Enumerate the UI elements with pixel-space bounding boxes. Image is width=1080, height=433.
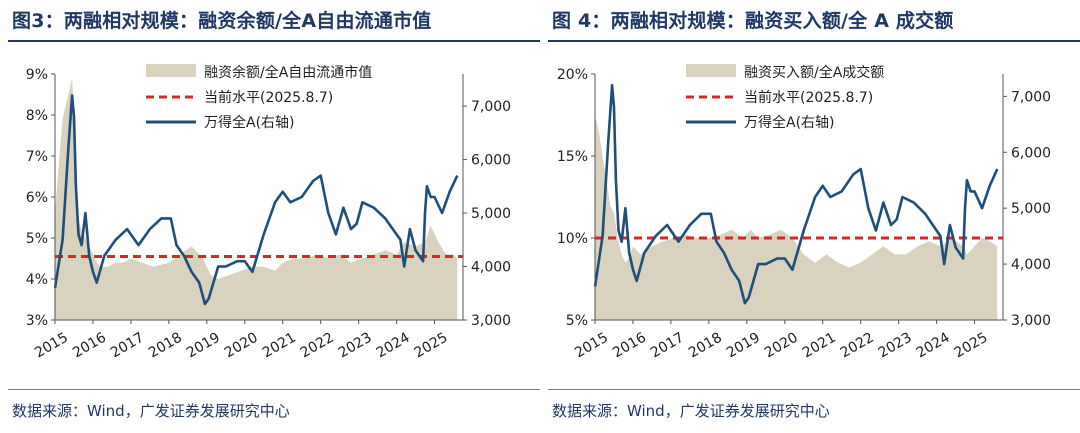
x-tick-label: 2025 — [952, 330, 991, 362]
x-tick-label: 2015 — [32, 330, 71, 362]
y-right-tick-label: 4,000 — [471, 260, 511, 276]
x-tick-label: 2020 — [762, 330, 801, 362]
y-left-tick-label: 15% — [557, 149, 588, 165]
title-divider — [8, 40, 540, 42]
x-tick-label: 2016 — [70, 330, 109, 362]
index-line-series — [53, 94, 459, 306]
y-right-tick-label: 5,000 — [1011, 201, 1051, 217]
x-tick-label: 2020 — [222, 330, 261, 362]
x-tick-label: 2017 — [648, 330, 687, 362]
x-tick-label: 2022 — [838, 330, 877, 362]
area-series — [55, 78, 458, 320]
x-tick-label: 2024 — [914, 330, 953, 362]
x-tick-label: 2025 — [412, 330, 451, 362]
x-tick-label: 2023 — [336, 330, 375, 362]
legend-label-ref: 当前水平(2025.8.7) — [204, 89, 333, 106]
y-left-tick-label: 10% — [557, 231, 588, 247]
x-tick-label: 2017 — [108, 330, 147, 362]
y-left-tick-label: 5% — [566, 313, 588, 329]
x-tick-label: 2016 — [610, 330, 649, 362]
title-divider — [548, 40, 1080, 42]
y-right-tick-label: 3,000 — [1011, 313, 1051, 329]
y-left-tick-label: 8% — [26, 108, 48, 124]
legend-label-area: 融资余额/全A自由流通市值 — [204, 64, 372, 81]
y-left-tick-label: 5% — [26, 231, 48, 247]
x-tick-label: 2023 — [876, 330, 915, 362]
x-tick-label: 2021 — [260, 330, 299, 362]
legend-label-area: 融资买入额/全A成交额 — [744, 64, 884, 81]
x-tick-label: 2022 — [298, 330, 337, 362]
x-tick-label: 2018 — [686, 330, 725, 362]
source-divider — [548, 389, 1080, 390]
y-right-tick-label: 6,000 — [1011, 145, 1051, 161]
legend-label-line: 万得全A(右轴) — [744, 114, 835, 131]
figure-title: 图3：两融相对规模：融资余额/全A自由流通市值 — [12, 10, 432, 32]
x-tick-label: 2024 — [374, 330, 413, 362]
legend-area-swatch — [686, 64, 736, 77]
y-right-tick-label: 5,000 — [471, 206, 511, 222]
y-left-tick-label: 9% — [26, 67, 48, 83]
legend-label-ref: 当前水平(2025.8.7) — [744, 89, 873, 106]
chart-right: 5% 10% 15% 20% 3,000 4,000 5,000 6,000 7,000 2015… — [557, 64, 1051, 362]
chart-left: 3% 4% 5% 6% 7% 8% 9% 3,000 4,000 5,000 6,000 7,000 2… — [26, 64, 511, 362]
legend-area-swatch — [146, 64, 196, 77]
y-right-tick-label: 4,000 — [1011, 257, 1051, 273]
y-left-tick-label: 20% — [557, 67, 588, 83]
y-right-tick-label: 6,000 — [471, 153, 511, 169]
source-note: 数据来源：Wind，广发证券发展研究中心 — [12, 402, 290, 420]
source-note: 数据来源：Wind，广发证券发展研究中心 — [552, 402, 830, 420]
y-left-tick-label: 6% — [26, 190, 48, 206]
legend-label-line: 万得全A(右轴) — [204, 114, 295, 131]
x-tick-label: 2021 — [800, 330, 839, 362]
chart-panel-left: 图3：两融相对规模：融资余额/全A自由流通市值 3% 4% 5% 6% 7% 8% 9% 3,… — [8, 0, 540, 433]
y-left-tick-label: 4% — [26, 272, 48, 288]
source-divider — [8, 389, 540, 390]
y-right-tick-label: 7,000 — [1011, 89, 1051, 105]
x-tick-label: 2019 — [184, 330, 223, 362]
y-right-tick-label: 3,000 — [471, 313, 511, 329]
x-tick-label: 2019 — [724, 330, 763, 362]
figure-title: 图 4：两融相对规模：融资买入额/全 A 成交额 — [552, 10, 954, 32]
index-line-series — [593, 83, 999, 305]
y-right-tick-label: 7,000 — [471, 99, 511, 115]
x-tick-label: 2018 — [146, 330, 185, 362]
x-tick-label: 2015 — [572, 330, 611, 362]
area-series — [595, 115, 998, 320]
y-left-tick-label: 7% — [26, 149, 48, 165]
chart-panel-right: 图 4：两融相对规模：融资买入额/全 A 成交额 5% 10% 15% 20% 3,00… — [548, 0, 1080, 433]
y-left-tick-label: 3% — [26, 313, 48, 329]
